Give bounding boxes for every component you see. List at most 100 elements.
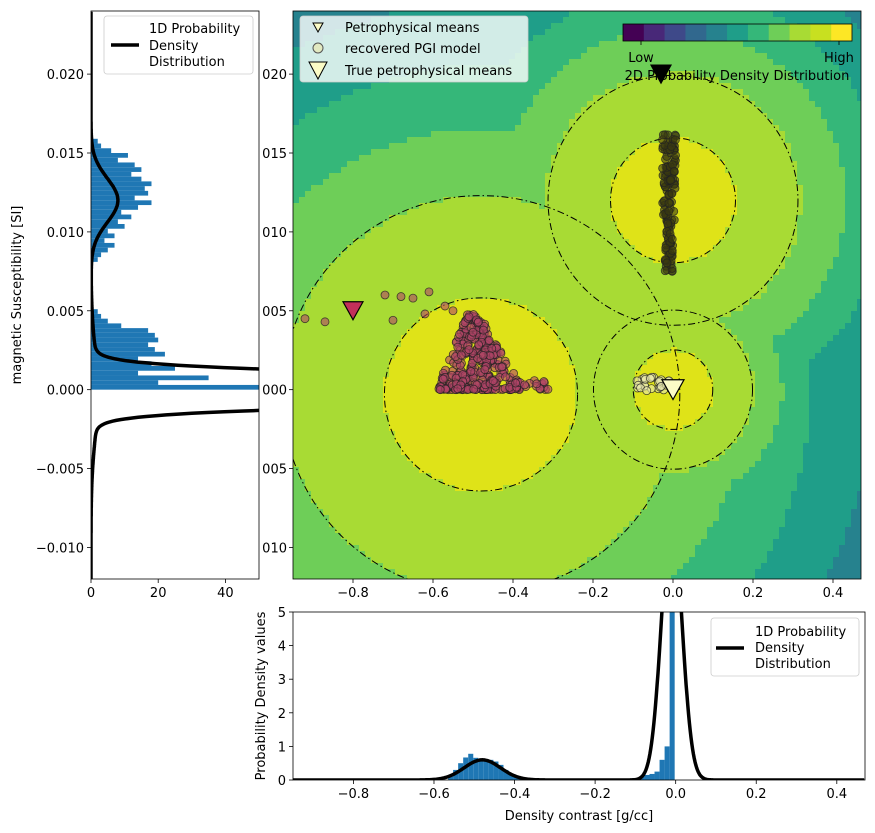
- contour-cell: [557, 305, 564, 312]
- contour-cell: [425, 101, 432, 108]
- contour-cell: [605, 233, 612, 240]
- contour-cell: [773, 149, 780, 156]
- contour-cell: [695, 71, 702, 78]
- contour-cell: [527, 281, 534, 288]
- contour-cell: [593, 167, 600, 174]
- contour-cell: [293, 233, 300, 240]
- contour-cell: [605, 17, 612, 24]
- contour-cell: [575, 107, 582, 114]
- contour-cell: [749, 299, 756, 306]
- contour-cell: [503, 245, 510, 252]
- contour-cell: [539, 89, 546, 96]
- contour-cell: [503, 155, 510, 162]
- contour-cell: [557, 263, 564, 270]
- contour-cell: [419, 107, 426, 114]
- contour-cell: [497, 155, 504, 162]
- contour-cell: [467, 239, 474, 246]
- contour-cell: [587, 257, 594, 264]
- contour-cell: [401, 95, 408, 102]
- contour-cell: [383, 233, 390, 240]
- contour-cell: [443, 149, 450, 156]
- contour-cell: [485, 305, 492, 312]
- contour-cell: [857, 221, 861, 228]
- contour-cell: [773, 47, 780, 54]
- contour-cell: [719, 227, 726, 234]
- contour-cell: [701, 131, 708, 138]
- contour-cell: [695, 167, 702, 174]
- contour-cell: [653, 143, 660, 150]
- contour-cell: [557, 35, 564, 42]
- contour-cell: [539, 203, 546, 210]
- contour-cell: [815, 95, 822, 102]
- contour-cell: [803, 125, 810, 132]
- contour-cell: [791, 239, 798, 246]
- contour-cell: [767, 161, 774, 168]
- contour-cell: [335, 167, 342, 174]
- contour-cell: [725, 299, 732, 306]
- contour-cell: [347, 317, 354, 324]
- contour-cell: [323, 251, 330, 258]
- contour-cell: [305, 179, 312, 186]
- contour-cell: [581, 215, 588, 222]
- contour-cell: [743, 71, 750, 78]
- contour-cell: [305, 227, 312, 234]
- contour-cell: [629, 191, 636, 198]
- contour-cell: [437, 221, 444, 228]
- contour-cell: [557, 65, 564, 72]
- contour-cell: [725, 53, 732, 60]
- contour-cell: [365, 173, 372, 180]
- contour-cell: [761, 155, 768, 162]
- contour-cell: [449, 191, 456, 198]
- contour-cell: [791, 209, 798, 216]
- contour-cell: [701, 167, 708, 174]
- contour-cell: [305, 149, 312, 156]
- contour-cell: [599, 299, 606, 306]
- contour-cell: [389, 125, 396, 132]
- contour-cell: [695, 251, 702, 258]
- contour-cell: [599, 167, 606, 174]
- contour-cell: [563, 209, 570, 216]
- contour-cell: [731, 173, 738, 180]
- contour-cell: [455, 167, 462, 174]
- contour-cell: [395, 101, 402, 108]
- contour-cell: [425, 173, 432, 180]
- contour-cell: [569, 179, 576, 186]
- contour-cell: [437, 281, 444, 288]
- contour-cell: [695, 89, 702, 96]
- contour-cell: [509, 143, 516, 150]
- contour-cell: [755, 191, 762, 198]
- contour-cell: [461, 197, 468, 204]
- contour-cell: [389, 89, 396, 96]
- contour-cell: [671, 125, 678, 132]
- contour-cell: [539, 47, 546, 54]
- contour-cell: [311, 119, 318, 126]
- contour-cell: [485, 167, 492, 174]
- contour-cell: [563, 143, 570, 150]
- contour-cell: [797, 137, 804, 144]
- contour-cell: [623, 221, 630, 228]
- contour-cell: [761, 77, 768, 84]
- contour-cell: [431, 125, 438, 132]
- contour-cell: [857, 167, 861, 174]
- contour-cell: [371, 173, 378, 180]
- contour-cell: [317, 305, 324, 312]
- contour-cell: [803, 101, 810, 108]
- contour-cell: [683, 47, 690, 54]
- contour-cell: [857, 137, 861, 144]
- contour-cell: [479, 209, 486, 216]
- contour-cell: [629, 215, 636, 222]
- contour-cell: [797, 215, 804, 222]
- contour-cell: [803, 227, 810, 234]
- contour-cell: [773, 287, 780, 294]
- contour-cell: [431, 191, 438, 198]
- contour-cell: [815, 83, 822, 90]
- contour-cell: [593, 293, 600, 300]
- contour-cell: [467, 119, 474, 126]
- contour-cell: [443, 107, 450, 114]
- contour-cell: [809, 113, 816, 120]
- contour-cell: [551, 23, 558, 30]
- contour-cell: [455, 173, 462, 180]
- contour-cell: [773, 203, 780, 210]
- contour-cell: [731, 59, 738, 66]
- contour-cell: [629, 257, 636, 264]
